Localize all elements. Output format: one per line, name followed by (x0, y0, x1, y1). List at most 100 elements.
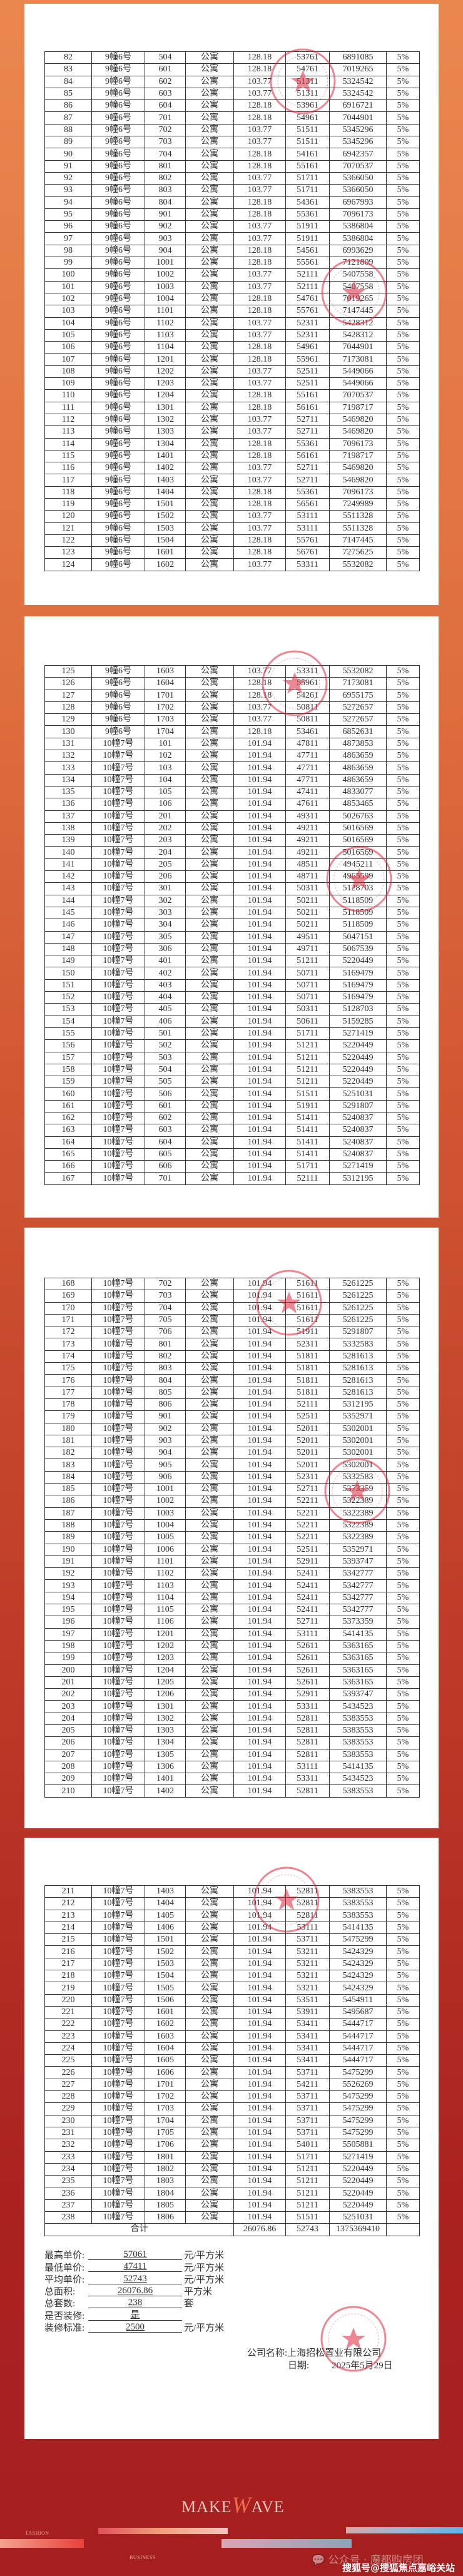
unit-number: 502 (145, 1039, 186, 1052)
table-row: 212 10幢7号 1404 公寓 101.94 52811 5383553 5% (44, 1897, 420, 1910)
unit-type: 公寓 (185, 51, 234, 64)
row-number: 112 (44, 413, 92, 427)
unit-type: 公寓 (185, 123, 234, 137)
unit-price: 55161 (285, 389, 330, 402)
row-number: 235 (44, 2175, 92, 2188)
unit-number: 1502 (145, 1945, 186, 1958)
table-row: 166 10幢7号 606 公寓 101.94 51711 5271419 5% (44, 1160, 420, 1173)
discount-rate: 5% (386, 148, 420, 161)
total-price: 5322389 (329, 1531, 387, 1544)
discount-rate: 5% (386, 1313, 420, 1327)
discount-rate: 5% (386, 894, 420, 907)
area: 101.94 (233, 1374, 286, 1387)
unit-number: 1703 (145, 713, 186, 726)
building: 10幢7号 (91, 1567, 145, 1581)
area: 101.94 (233, 1003, 286, 1016)
row-number: 205 (44, 1724, 92, 1738)
building: 10幢7号 (91, 1555, 145, 1569)
unit-price: 51311 (285, 87, 330, 101)
summary-line: 平均单价: 52743 元/平方米 (44, 2273, 224, 2285)
total-price: 5332583 (329, 1338, 387, 1351)
unit-number: 1203 (145, 1652, 186, 1665)
unit-number: 1202 (145, 365, 186, 379)
unit-price: 52711 (285, 1616, 330, 1629)
unit-price: 52111 (285, 280, 330, 293)
discount-rate: 5% (386, 967, 420, 980)
building: 10幢7号 (91, 870, 145, 883)
unit-number: 805 (145, 1386, 186, 1399)
discount-rate: 5% (386, 292, 420, 306)
unit-number: 902 (145, 1422, 186, 1435)
discount-rate: 5% (386, 268, 420, 282)
table-row: 232 10幢7号 1706 公寓 101.94 54011 5505881 5% (44, 2139, 420, 2152)
unit-type: 公寓 (185, 2114, 234, 2127)
building: 10幢7号 (91, 1111, 145, 1125)
discount-rate: 5% (386, 160, 420, 173)
total-price: 5302001 (329, 1447, 387, 1460)
unit-price: 49711 (285, 942, 330, 956)
row-number: 103 (44, 305, 92, 318)
building: 10幢7号 (91, 1313, 145, 1327)
area: 103.77 (233, 75, 286, 88)
unit-number: 1002 (145, 1495, 186, 1508)
discount-rate: 5% (386, 1591, 420, 1605)
unit-price: 52811 (285, 1897, 330, 1910)
table-row: 209 10幢7号 1401 公寓 101.94 53311 5434523 5% (44, 1773, 420, 1786)
table-row: 187 10幢7号 1003 公寓 101.94 52211 5322389 5% (44, 1507, 420, 1520)
area: 101.94 (233, 2114, 286, 2127)
total-price: 5322389 (329, 1519, 387, 1532)
row-number: 87 (44, 111, 92, 125)
area: 101.94 (233, 2078, 286, 2092)
unit-number: 1301 (145, 401, 186, 414)
discount-rate: 5% (386, 1350, 420, 1363)
building: 10幢7号 (91, 846, 145, 859)
discount-rate: 5% (386, 1639, 420, 1653)
building: 10幢7号 (91, 1350, 145, 1363)
table-row: 186 10幢7号 1002 公寓 101.94 52211 5322389 5% (44, 1495, 420, 1508)
total-price: 5342777 (329, 1604, 387, 1617)
row-number: 113 (44, 425, 92, 439)
unit-price: 53111 (285, 522, 330, 535)
table-row: 210 10幢7号 1402 公寓 101.94 52811 5383553 5% (44, 1784, 420, 1798)
unit-number: 905 (145, 1459, 186, 1472)
unit-number: 206 (145, 870, 186, 883)
row-number: 184 (44, 1470, 92, 1484)
unit-price: 50311 (285, 882, 330, 895)
table-row: 109 9幢6号 1203 公寓 103.77 52511 5449066 5% (44, 377, 420, 390)
unit-type: 公寓 (185, 1015, 234, 1028)
table-row: 152 10幢7号 404 公寓 101.94 50711 5169479 5% (44, 991, 420, 1004)
discount-rate: 5% (386, 1543, 420, 1556)
total-price: 4863659 (329, 750, 387, 763)
discount-rate: 5% (386, 1290, 420, 1303)
row-number: 107 (44, 353, 92, 366)
building: 9幢6号 (91, 558, 145, 571)
row-number: 210 (44, 1784, 92, 1798)
total-price: 5240837 (329, 1111, 387, 1125)
discount-rate: 5% (386, 1567, 420, 1581)
table-row: 140 10幢7号 204 公寓 101.94 49211 5016569 5% (44, 846, 420, 859)
table-row: 194 10幢7号 1104 公寓 101.94 52411 5342777 5% (44, 1591, 420, 1605)
discount-rate: 5% (386, 2066, 420, 2079)
unit-type: 公寓 (185, 894, 234, 907)
summary-line: 最低单价: 47411 元/平方米 (44, 2261, 224, 2273)
unit-type: 公寓 (185, 292, 234, 306)
total-price: 4965599 (329, 870, 387, 883)
row-number: 131 (44, 737, 92, 751)
row-number: 188 (44, 1519, 92, 1532)
table-row: 112 9幢6号 1302 公寓 103.77 52711 5469820 5% (44, 413, 420, 427)
area: 101.94 (233, 1519, 286, 1532)
unit-price: 51711 (285, 184, 330, 197)
unit-type: 公寓 (185, 2175, 234, 2188)
discount-rate: 5% (386, 1495, 420, 1508)
total-price: 5281613 (329, 1350, 387, 1363)
row-number: 99 (44, 257, 92, 270)
row-number: 230 (44, 2114, 92, 2127)
unit-price: 51211 (285, 1039, 330, 1052)
total-price: 5322389 (329, 1507, 387, 1520)
area: 101.94 (233, 1700, 286, 1713)
row-number: 115 (44, 449, 92, 463)
building: 10幢7号 (91, 2175, 145, 2188)
unit-number: 603 (145, 87, 186, 101)
building: 9幢6号 (91, 123, 145, 137)
discount-rate: 5% (386, 1459, 420, 1472)
